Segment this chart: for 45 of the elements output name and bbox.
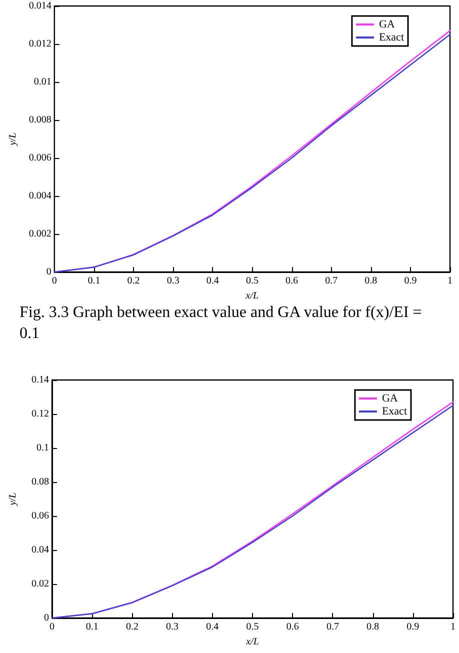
x-tick-label: 0.9: [406, 622, 420, 632]
x-axis-title: x/L: [244, 290, 260, 302]
y-tick-label: 0.04: [32, 544, 49, 556]
y-tick-label: 0.008: [28, 114, 52, 126]
x-tick-label: 0.3: [166, 622, 179, 632]
x-tick-label: 0.1: [86, 622, 98, 632]
y-tick-label: 0: [44, 612, 49, 624]
x-tick-label: 0.9: [404, 276, 417, 286]
x-tick-label: 0.4: [206, 622, 219, 632]
y-tick-label: 0.02: [32, 578, 49, 590]
y-tick-label: 0.006: [28, 152, 52, 164]
y-tick-label: 0.12: [32, 408, 49, 420]
y-axis-title: y/L: [8, 132, 18, 146]
y-tick-label: 0: [46, 266, 52, 278]
x-tick-label: 1: [450, 622, 456, 632]
y-tick-label: 0.14: [32, 374, 49, 386]
legend-label: Exact: [378, 32, 404, 44]
x-tick-label: 0.5: [246, 622, 259, 632]
x-tick-label: 0.6: [286, 622, 299, 632]
x-tick-label: 0.4: [206, 276, 219, 286]
y-tick-label: 0.002: [28, 228, 52, 240]
y-tick-label: 0.012: [28, 38, 52, 50]
legend-label: GA: [378, 18, 395, 30]
x-tick-label: 0.1: [88, 276, 100, 286]
x-tick-label: 0.8: [366, 622, 380, 632]
x-tick-label: 0.7: [326, 622, 339, 632]
x-tick-label: 0.2: [127, 276, 140, 286]
x-tick-label: 0.8: [364, 276, 378, 286]
x-tick-label: 1: [448, 276, 452, 286]
legend-label: GA: [382, 392, 398, 404]
x-tick-label: 0.5: [246, 276, 258, 286]
x-axis-title: x/L: [245, 636, 260, 648]
y-axis-title: y/L: [8, 492, 18, 506]
x-tick-label: 0.2: [126, 622, 138, 632]
y-tick-label: 0.1: [36, 442, 49, 454]
x-tick-label: 0.3: [166, 276, 180, 286]
y-tick-label: 0.08: [32, 476, 49, 488]
caption: Fig. 3.3 Graph between exact value and GA value for f(x)/EI = 0.1: [20, 304, 426, 342]
x-tick-label: 0.6: [286, 276, 298, 286]
y-tick-label: 0.004: [28, 190, 52, 202]
x-tick-label: 0.7: [325, 276, 338, 286]
y-tick-label: 0.01: [34, 76, 52, 88]
y-tick-label: 0.06: [32, 510, 49, 522]
legend-label: Exact: [382, 406, 408, 418]
y-tick-label: 0.014: [28, 0, 52, 12]
